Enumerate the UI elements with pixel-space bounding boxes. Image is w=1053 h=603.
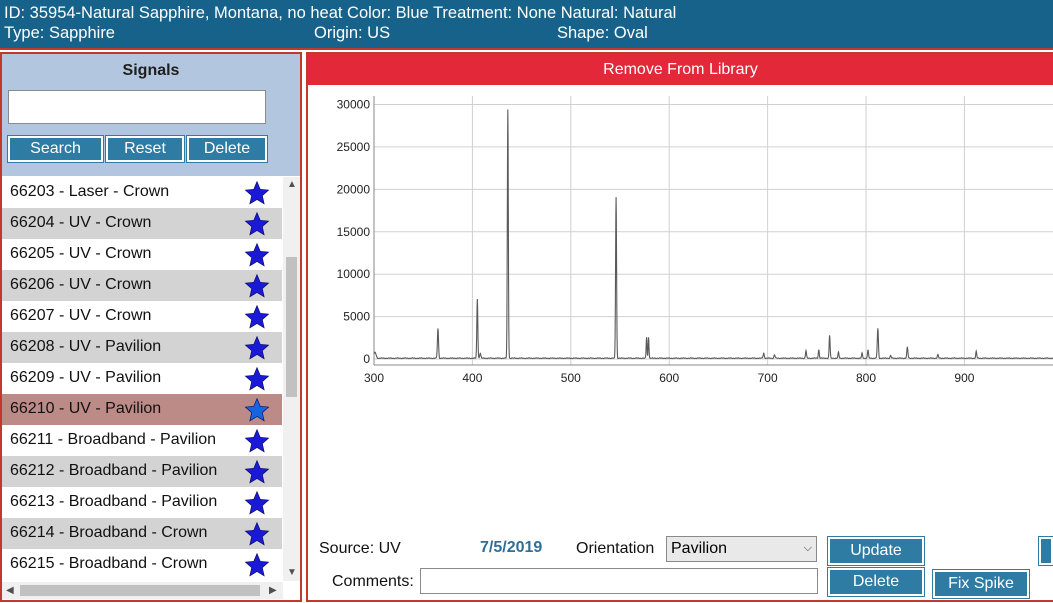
signal-item-label: 66211 - Broadband - Pavilion [10,431,217,448]
signal-item-label: 66208 - UV - Pavilion [10,338,162,355]
search-button[interactable]: Search [7,135,104,163]
vertical-scroll-thumb[interactable] [286,257,297,397]
star-icon[interactable] [244,397,270,423]
signals-toolbar: Signals Search Reset Delete [2,54,300,176]
star-icon[interactable] [244,304,270,330]
signal-list-item[interactable]: 66215 - Broadband - Crown [2,549,282,580]
spectrum-series-line [373,109,1053,360]
stone-type: Type: Sapphire [4,24,115,42]
x-tick-label: 700 [758,371,778,385]
orientation-select[interactable]: Pavilion ⌵ [666,536,817,562]
star-icon[interactable] [244,428,270,454]
horizontal-scrollbar[interactable]: ◀ ▶ [2,582,283,599]
signal-item-label: 66204 - UV - Crown [10,214,152,231]
stone-origin: Origin: US [314,24,391,42]
y-tick-label: 10000 [337,267,371,281]
y-tick-label: 15000 [337,225,371,239]
signal-item-label: 66212 - Broadband - Pavilion [10,462,218,479]
signal-search-input[interactable] [8,90,266,124]
signal-item-label: 66205 - UV - Crown [10,245,152,262]
chevron-down-icon: ⌵ [803,542,812,554]
y-tick-label: 5000 [343,310,370,324]
scroll-left-icon[interactable]: ◀ [6,585,14,596]
signal-item-label: 66209 - UV - Pavilion [10,369,162,386]
signal-list-item[interactable]: 66204 - UV - Crown [2,208,282,239]
update-button[interactable]: Update [827,536,925,566]
signal-item-label: 66206 - UV - Crown [10,276,152,293]
signal-list-item[interactable]: 66203 - Laser - Crown [2,177,282,208]
star-icon[interactable] [244,242,270,268]
signal-detail-panel: Remove From Library 300 400 500 600 700 800 90… [306,52,1053,602]
orientation-value: Pavilion [671,540,728,557]
scroll-right-icon[interactable]: ▶ [269,585,277,596]
signal-item-label: 66214 - Broadband - Crown [10,524,208,541]
x-tick-label: 600 [659,371,679,385]
star-icon[interactable] [244,552,270,578]
y-tick-label: 0 [363,352,370,366]
signal-list-item[interactable]: 66213 - Broadband - Pavilion [2,487,282,518]
signal-list: 66203 - Laser - Crown 66204 - UV - Crown 6… [2,177,282,581]
signal-list-item[interactable]: 66212 - Broadband - Pavilion [2,456,282,487]
signal-list-item[interactable]: 66206 - UV - Crown [2,270,282,301]
signal-item-label: 66203 - Laser - Crown [10,183,170,200]
scroll-down-icon[interactable]: ▼ [287,567,297,578]
x-tick-label: 500 [561,371,581,385]
star-icon[interactable] [244,366,270,392]
star-icon[interactable] [244,335,270,361]
x-tick-label: 900 [954,371,974,385]
comments-label: Comments: [332,573,414,590]
signal-list-item[interactable]: 66208 - UV - Pavilion [2,332,282,363]
orientation-label: Orientation [576,540,655,557]
x-tick-label: 400 [462,371,482,385]
y-tick-label: 25000 [337,140,371,154]
extra-button-partial[interactable] [1038,536,1053,566]
remove-from-library-button[interactable]: Remove From Library [308,54,1053,85]
horizontal-scroll-thumb[interactable] [20,585,260,596]
signals-panel: Signals Search Reset Delete 66203 - Lase… [0,52,302,602]
header-bar: ID: 35954-Natural Sapphire, Montana, no … [0,0,1053,50]
spectrum-chart: 300 400 500 600 700 800 900 0 5000 10000 15000 2000… [337,96,1053,385]
x-tick-label: 800 [856,371,876,385]
star-icon[interactable] [244,211,270,237]
reset-button[interactable]: Reset [105,135,185,163]
star-icon[interactable] [244,273,270,299]
comments-input[interactable] [420,568,818,594]
scroll-up-icon[interactable]: ▲ [287,179,297,190]
signal-list-item[interactable]: 66207 - UV - Crown [2,301,282,332]
signal-list-item[interactable]: 66214 - Broadband - Crown [2,518,282,549]
signal-item-label: 66207 - UV - Crown [10,307,152,324]
vertical-scrollbar[interactable]: ▲ ▼ [283,177,300,581]
signal-list-item[interactable]: 66205 - UV - Crown [2,239,282,270]
signal-list-item[interactable]: 66209 - UV - Pavilion [2,363,282,394]
x-tick-label: 300 [364,371,384,385]
star-icon[interactable] [244,521,270,547]
signal-list-item[interactable]: 66210 - UV - Pavilion [2,394,282,425]
delete-button[interactable]: Delete [827,567,925,597]
stone-id-line: ID: 35954-Natural Sapphire, Montana, no … [4,4,677,22]
delete-signal-button[interactable]: Delete [186,135,268,163]
fix-spike-button[interactable]: Fix Spike [932,569,1030,599]
signal-item-label: 66210 - UV - Pavilion [10,400,162,417]
source-label: Source: UV [319,540,401,557]
star-icon[interactable] [244,180,270,206]
stone-shape: Shape: Oval [557,24,648,42]
signals-title: Signals [122,62,180,79]
star-icon[interactable] [244,490,270,516]
star-icon[interactable] [244,459,270,485]
signal-item-label: 66213 - Broadband - Pavilion [10,493,218,510]
y-tick-label: 30000 [337,97,371,111]
signal-date: 7/5/2019 [480,539,543,556]
y-tick-label: 20000 [337,182,371,196]
signal-item-label: 66215 - Broadband - Crown [10,555,208,572]
signal-list-item[interactable]: 66211 - Broadband - Pavilion [2,425,282,456]
